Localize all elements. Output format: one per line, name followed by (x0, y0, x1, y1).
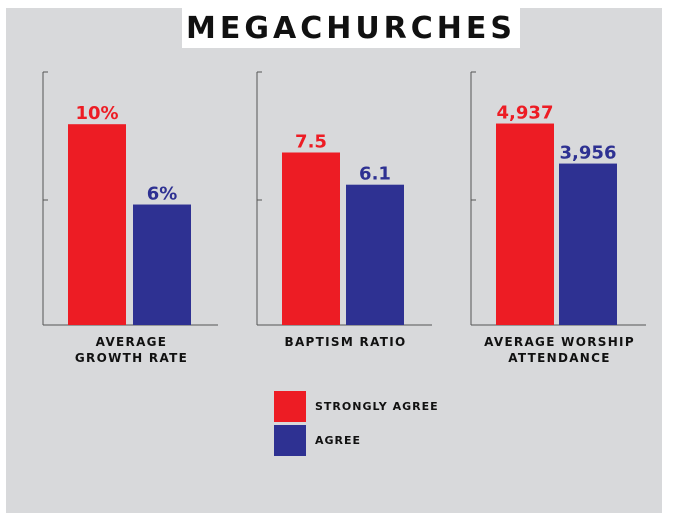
x-axis-label: ATTENDANCE (508, 351, 611, 365)
data-label-agree: 6% (147, 184, 178, 205)
bar-strongly-agree (68, 124, 126, 325)
legend-label-strongly-agree: STRONGLY AGREE (315, 400, 439, 413)
chart-panel-3: 4,937 3,956 AVERAGE WORSHIP ATTENDANCE (470, 71, 646, 365)
bar-strongly-agree (282, 152, 340, 325)
chart-panel-2: 7.5 6.1 BAPTISM RATIO (256, 71, 432, 349)
bar-agree (133, 204, 191, 325)
x-axis-label: GROWTH RATE (75, 351, 188, 365)
bar-agree (346, 184, 404, 325)
legend-swatch-agree (274, 425, 306, 456)
bar-strongly-agree (496, 123, 554, 326)
data-label-strongly-agree: 4,937 (497, 103, 554, 124)
data-label-strongly-agree: 7.5 (295, 132, 327, 153)
data-label-agree: 3,956 (560, 143, 617, 164)
data-label-strongly-agree: 10% (75, 103, 118, 124)
bar-agree (559, 163, 617, 325)
legend-item-strongly-agree: STRONGLY AGREE (274, 391, 439, 422)
legend-label-agree: AGREE (315, 434, 362, 447)
x-axis-label: AVERAGE (96, 335, 168, 349)
title-box: MEGACHURCHES (182, 8, 520, 48)
legend-item-agree: AGREE (274, 425, 361, 456)
data-label-agree: 6.1 (359, 164, 391, 185)
chart-title: MEGACHURCHES (186, 10, 516, 46)
legend-swatch-strongly-agree (274, 391, 306, 422)
x-axis-label: BAPTISM RATIO (285, 335, 407, 349)
x-axis-label: AVERAGE WORSHIP (484, 335, 635, 349)
chart-panel-1: 10% 6% AVERAGE GROWTH RATE (42, 71, 218, 365)
